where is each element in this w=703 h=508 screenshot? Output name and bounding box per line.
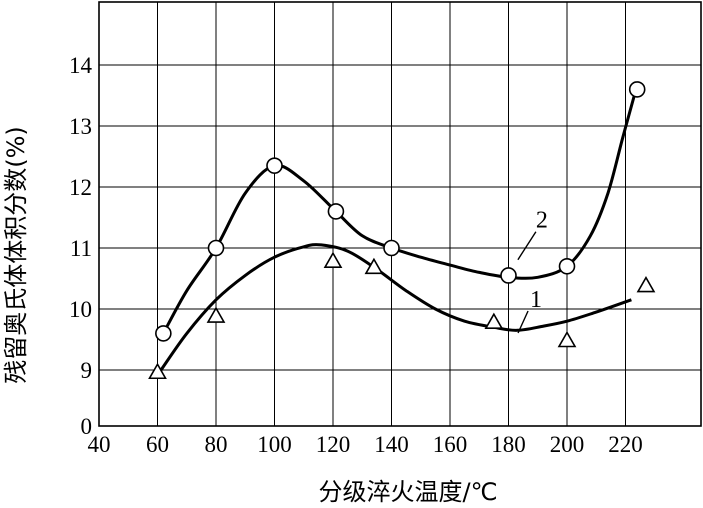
- x-tick-label: 180: [491, 432, 526, 457]
- curve-label-1: 1: [530, 287, 542, 313]
- x-tick-label: 160: [433, 432, 468, 457]
- x-tick-label: 120: [316, 432, 351, 457]
- curve-labels: 12: [517, 208, 548, 334]
- data-point-circle: [558, 257, 576, 275]
- series-line-2: [161, 95, 636, 335]
- grid: [99, 2, 701, 426]
- data-point-circle: [266, 157, 283, 174]
- data-point-triangle: [636, 275, 656, 293]
- data-point-circle: [207, 239, 225, 257]
- markers: [148, 81, 656, 380]
- data-point-circle: [628, 81, 646, 98]
- data-point-circle: [155, 325, 172, 342]
- x-axis-title: 分级淬火温度/℃: [318, 478, 497, 506]
- data-point-triangle: [484, 312, 504, 330]
- x-tick-label: 40: [88, 432, 111, 457]
- data-point-triangle: [323, 251, 343, 269]
- y-axis-title: 残留奥氏体体积分数(%): [2, 126, 30, 384]
- data-point-circle: [500, 267, 517, 284]
- leader-line: [517, 231, 537, 261]
- y-tick-label: 13: [69, 114, 92, 139]
- series-line-1: [159, 243, 632, 372]
- curve-label-2: 2: [536, 208, 548, 234]
- leader-line: [517, 310, 529, 334]
- data-point-triangle: [557, 330, 577, 348]
- data-point-triangle: [364, 257, 384, 275]
- x-ticks: 40 60 80 100 120 140 160 180 200 220: [88, 432, 643, 457]
- x-tick-label: 140: [374, 432, 409, 457]
- y-tick-label: 9: [81, 358, 93, 383]
- data-point-circle: [383, 239, 400, 257]
- data-point-circle: [327, 203, 345, 220]
- data-point-triangle: [206, 306, 226, 323]
- x-tick-label: 80: [205, 432, 228, 457]
- x-tick-label: 200: [550, 432, 585, 457]
- x-tick-label: 60: [146, 432, 169, 457]
- y-tick-label: 12: [69, 175, 92, 200]
- y-tick-label: 10: [69, 297, 92, 322]
- y-tick-label: 14: [69, 53, 93, 78]
- x-tick-label: 100: [257, 432, 292, 457]
- curves: [159, 95, 636, 372]
- y-tick-label: 0: [81, 414, 93, 439]
- x-tick-label: 220: [608, 432, 643, 457]
- y-tick-label: 11: [70, 236, 92, 261]
- y-ticks: 0 9 10 11 12 13 14: [69, 53, 93, 439]
- data-point-triangle: [148, 362, 167, 380]
- plot-frame: [98, 1, 702, 427]
